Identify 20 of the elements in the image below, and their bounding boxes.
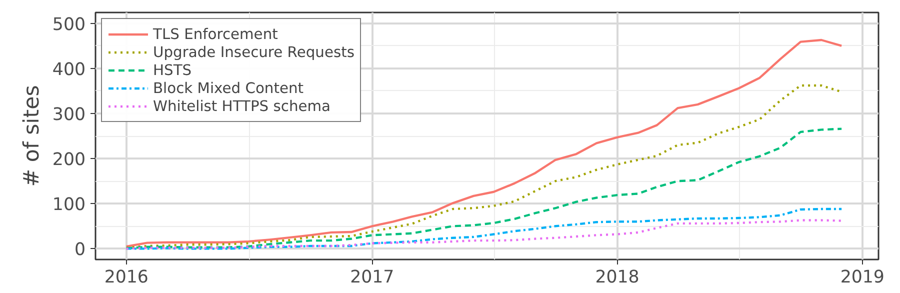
x-tick-label: 2017	[350, 268, 394, 288]
legend-label: Whitelist HTTPS schema	[153, 97, 331, 115]
y-tick-label: 200	[52, 150, 86, 170]
line-series	[125, 128, 843, 250]
x-tick-label: 2018	[595, 268, 640, 288]
y-tick-label: 300	[52, 104, 86, 125]
line-series	[125, 219, 843, 250]
y-tick-label: 0	[74, 240, 86, 260]
legend-label: TLS Enforcement	[153, 25, 278, 43]
y-tick-label: 500	[52, 14, 86, 35]
line-series	[125, 208, 843, 250]
x-tick-label: 2019	[840, 268, 884, 288]
legend-label: Upgrade Insecure Requests	[153, 43, 354, 61]
y-tick-label: 400	[52, 60, 86, 80]
y-tick-label: 100	[52, 195, 86, 216]
legend-label: Block Mixed Content	[153, 79, 304, 97]
y-axis-title: # of sites	[19, 85, 44, 187]
x-tick-label: 2016	[104, 268, 148, 288]
line-series	[125, 38, 843, 248]
legend-label: HSTS	[153, 61, 192, 79]
